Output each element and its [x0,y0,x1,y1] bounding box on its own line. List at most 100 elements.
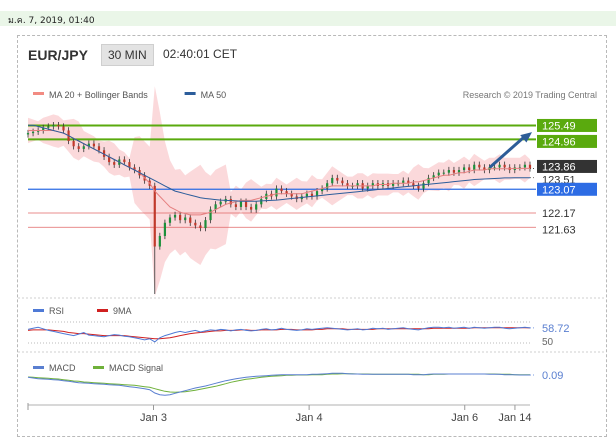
candle-body [255,204,258,210]
candle-body [315,191,319,197]
candle-body [457,170,461,173]
candle-body [305,193,308,197]
rsi-value-label: 58.72 [542,323,570,335]
candle-body [346,183,349,186]
legend-swatch [184,92,196,95]
chart-widget: EUR/JPY 30 MIN 02:40:01 CET [17,35,607,437]
x-tick-label: Jan 4 [296,412,323,424]
candle-body [498,164,501,168]
candle-body [321,188,324,192]
candle-body [250,206,253,210]
rsi-legend-label: 9MA [113,306,132,316]
candle-body [77,146,80,149]
macd-legend-label: MACD [49,363,76,373]
candle-body [260,199,263,205]
ma50-line [28,124,530,202]
candle-body [37,130,40,132]
candle-body [407,180,410,184]
candle-body [72,141,75,147]
price-label: 124.96 [542,136,576,148]
candle-body [153,185,156,247]
candle-body [133,167,136,171]
candle-body [503,164,506,168]
rsi-legend-swatch [97,309,108,312]
date-bar: ม.ค. 7, 2019, 01:40 [0,11,616,26]
candle-body [437,172,440,176]
rsi-legend-label: RSI [49,306,64,316]
candle-body [432,175,435,178]
candle-body [417,185,420,189]
candle-body [331,177,334,184]
candle-body [244,201,248,207]
candle-body [422,183,425,189]
candle-body [219,201,222,205]
candle-body [26,133,30,135]
candle-body [336,177,339,181]
price-label: 123.86 [542,161,576,173]
candle-body [366,185,369,189]
candle-body [189,217,192,223]
candle-body [341,180,344,184]
candle-body [402,180,405,184]
candle-body [92,143,96,147]
candle-body [168,217,172,223]
rsi-line [27,326,531,343]
candle-body [234,204,237,207]
candle-body [326,183,329,189]
candle-body [239,201,243,207]
candle-body [290,193,293,197]
x-tick-label: Jan 3 [140,412,167,424]
candle-body [173,214,177,218]
macd-legend-swatch [33,366,44,369]
candle-body [280,188,283,192]
chart-credit: Research © 2019 Trading Central [463,90,597,100]
price-label-bg [537,118,597,132]
candle-body [108,156,111,163]
candle-body [123,159,126,163]
candle-body [209,209,212,221]
candle-body [462,167,466,171]
candle-body [199,225,202,229]
candle-body [412,183,415,186]
price-label-bg [537,134,597,148]
forecast-arrow [488,135,525,169]
candle-body [52,125,55,127]
rsi-legend-swatch [33,309,44,312]
candle-body [528,164,532,169]
macd-value-label: 0.09 [542,370,563,382]
candle-body [97,146,101,151]
timeframe-button[interactable]: 30 MIN [101,44,154,66]
candle-body [518,167,521,169]
candle-body [194,222,197,226]
candle-body [285,191,288,194]
candle-body [493,167,496,169]
candle-body [184,217,187,221]
candle-body [310,193,314,197]
candle-body [128,162,131,168]
forecast-arrow-head [520,132,532,143]
price-label-bg [537,159,597,173]
candle-body [478,164,481,168]
price-label: 123.07 [542,184,576,196]
candle-body [82,146,85,149]
legend-label: MA 20 + Bollinger Bands [49,90,148,100]
candle-body [397,183,400,185]
macd-signal-line [27,373,530,393]
candle-body [57,125,60,127]
legend-label: MA 50 [201,90,227,100]
candle-body [275,188,278,197]
candle-body [468,167,471,171]
candle-body [473,164,476,171]
rsi-ma-line [27,327,531,340]
candle-body [113,162,116,165]
candle-body [163,222,167,236]
candle-body [442,172,445,174]
price-label-bg [537,222,597,236]
timestamp: 02:40:01 CET [163,47,238,61]
macd-legend-label: MACD Signal [109,363,163,373]
price-label: 121.63 [542,224,576,236]
price-label-bg [537,182,597,196]
candle-body [523,164,527,168]
price-label-bg [537,206,597,220]
